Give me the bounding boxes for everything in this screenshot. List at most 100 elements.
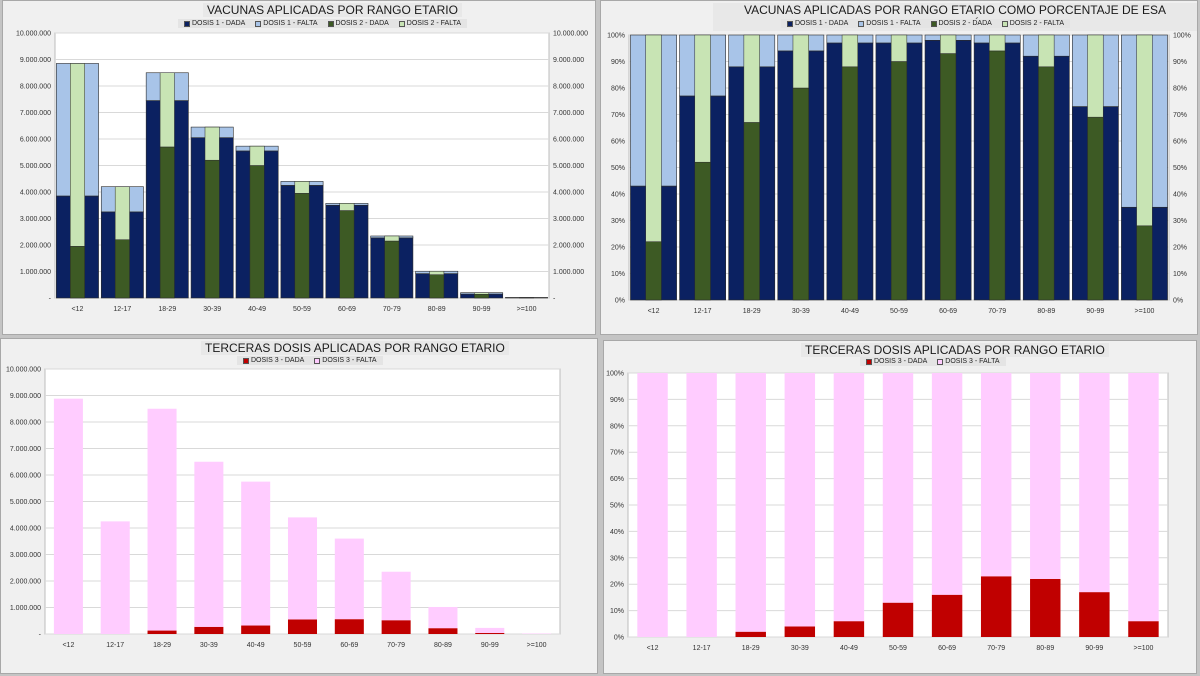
x-category-label: <12 xyxy=(647,645,659,652)
y-tick-label: 0% xyxy=(615,298,625,305)
bar-dosis2-dada xyxy=(249,165,265,299)
chart-panel-terceras-porcentaje: 0% 10% 20% 30% 40% 50% 60% 70% 80% 90% 100% <12 12-1… xyxy=(603,340,1197,674)
x-category-label: 90-99 xyxy=(1086,308,1104,315)
bar-dosis-3-dada xyxy=(980,576,1012,637)
y-tick-label-right: 60% xyxy=(1173,139,1187,146)
bar-dosis2-falta xyxy=(384,235,400,242)
x-category-label: 80-89 xyxy=(1037,308,1055,315)
y-tick-label-right: 10.000.000 xyxy=(553,31,588,38)
y-tick-label: 60% xyxy=(611,139,625,146)
legend-label: DOSIS 1 - DADA xyxy=(795,20,849,27)
bar-dosis-3-falta xyxy=(833,373,865,622)
bar-dosis2-dada xyxy=(645,241,662,301)
bar-dosis-3-falta xyxy=(980,373,1012,577)
bar-dosis2-dada xyxy=(1087,116,1104,301)
bar-dosis-3-falta xyxy=(381,571,411,621)
bar-dosis-3-dada xyxy=(241,625,271,634)
y-tick-label: 40% xyxy=(610,529,624,536)
x-category-label: 70-79 xyxy=(987,645,1005,652)
y-tick-label: 1.000.000 xyxy=(10,605,41,612)
y-tick-label: 3.000.000 xyxy=(20,216,51,223)
chart-terceras-absoluto: - 1.000.000 2.000.000 3.000.000 4.000.000 5.0… xyxy=(6,367,561,649)
y-tick-label: 20% xyxy=(610,582,624,589)
bar-dosis2-dada xyxy=(114,239,130,299)
bar-dosis2-falta xyxy=(890,34,908,62)
legend-swatch xyxy=(787,20,793,27)
chart-legend: DOSIS 3 - DADA DOSIS 3 - FALTA xyxy=(237,356,383,365)
y-tick-label: 40% xyxy=(611,192,625,199)
y-tick-label-right: 50% xyxy=(1173,165,1187,172)
chart-panel-vacunas-absoluto: - - 1.000.000 1.000.000 2.000.000 2.000.000 3.… xyxy=(2,0,596,335)
bar-dosis2-dada xyxy=(989,50,1006,301)
legend-label: DOSIS 3 - DADA xyxy=(251,357,305,364)
bar-dosis2-falta xyxy=(114,186,130,240)
y-tick-label: 80% xyxy=(611,86,625,93)
bar-dosis2-dada xyxy=(339,210,355,299)
x-category-label: 60-69 xyxy=(939,308,957,315)
bar-dosis-3-dada xyxy=(381,620,411,634)
y-tick-label: 9.000.000 xyxy=(10,393,41,400)
chart-title: VACUNAS APLICADAS POR RANGO ETARIO xyxy=(203,3,462,17)
x-category-label: 70-79 xyxy=(387,642,405,649)
bar-dosis-3-falta xyxy=(100,521,130,634)
chart-vacunas-porcentaje: 0% 0% 10% 10% 20% 20% 30% 30% 40% 40% 50% 50% 60% 60%… xyxy=(607,33,1191,316)
bar-dosis2-dada xyxy=(1038,66,1055,301)
legend-item-dosis-1-falta: DOSIS 1 - FALTA xyxy=(255,20,318,27)
y-tick-label: 4.000.000 xyxy=(20,190,51,197)
y-tick-label-right: 4.000.000 xyxy=(553,190,584,197)
y-tick-label-right: 40% xyxy=(1173,192,1187,199)
bar-dosis2-falta xyxy=(1136,34,1153,227)
bar-dosis-3-dada xyxy=(334,619,364,634)
bar-dosis-3-dada xyxy=(833,621,865,637)
y-tick-label-right: 80% xyxy=(1173,86,1187,93)
y-tick-label: 10.000.000 xyxy=(6,367,41,374)
y-tick-label: 30% xyxy=(610,555,624,562)
y-tick-label: 100% xyxy=(607,33,625,40)
x-category-label: 60-69 xyxy=(340,642,358,649)
bar-dosis2-falta xyxy=(841,34,859,68)
bar-dosis-3-dada xyxy=(194,626,224,634)
x-category-label: 50-59 xyxy=(293,306,311,313)
bar-dosis-3-falta xyxy=(686,373,717,637)
y-tick-label-right: 9.000.000 xyxy=(553,57,584,64)
legend-item-dosis-2-dada: DOSIS 2 - DADA xyxy=(327,20,389,27)
y-tick-label: 0% xyxy=(614,635,624,642)
legend-label: DOSIS 1 - FALTA xyxy=(263,20,318,27)
bar-dosis2-dada xyxy=(841,66,859,301)
y-tick-label-right: 0% xyxy=(1173,298,1183,305)
y-tick-label: 90% xyxy=(610,397,624,404)
bar-dosis2-falta xyxy=(989,34,1006,52)
x-category-label: 70-79 xyxy=(383,306,401,313)
bar-dosis-3-falta xyxy=(735,373,766,632)
y-tick-label: 5.000.000 xyxy=(20,163,51,170)
x-category-label: >=100 xyxy=(517,306,537,313)
bar-dosis2-dada xyxy=(70,246,85,299)
x-category-label: 50-59 xyxy=(890,308,908,315)
bar-dosis-3-falta xyxy=(241,481,271,626)
bar-dosis-3-dada xyxy=(931,594,963,637)
bar-dosis-3-falta xyxy=(147,408,177,631)
bar-dosis-3-dada xyxy=(287,619,318,634)
bar-dosis2-falta xyxy=(645,34,662,242)
x-category-label: 90-99 xyxy=(1085,645,1103,652)
y-tick-label-right: 30% xyxy=(1173,218,1187,225)
bar-dosis-3-falta xyxy=(637,373,668,637)
x-category-label: 80-89 xyxy=(434,642,452,649)
x-category-label: >=100 xyxy=(1135,308,1155,315)
x-category-label: 12-17 xyxy=(106,642,124,649)
y-tick-label: 100% xyxy=(606,371,624,378)
bar-dosis2-falta xyxy=(159,72,175,148)
y-tick-label-right: 3.000.000 xyxy=(553,216,584,223)
x-category-label: 60-69 xyxy=(338,306,356,313)
legend-swatch xyxy=(937,358,944,365)
bar-dosis2-falta xyxy=(70,63,85,247)
y-tick-label-right: 70% xyxy=(1173,112,1187,119)
bar-dosis-3-falta xyxy=(931,373,963,595)
x-category-label: 18-29 xyxy=(742,645,760,652)
x-category-label: 70-79 xyxy=(988,308,1006,315)
legend-label: DOSIS 3 - DADA xyxy=(874,358,928,365)
y-tick-label: 7.000.000 xyxy=(20,110,51,117)
bar-dosis-3-falta xyxy=(428,606,458,629)
x-category-label: 30-39 xyxy=(792,308,810,315)
y-tick-label: 70% xyxy=(611,112,625,119)
